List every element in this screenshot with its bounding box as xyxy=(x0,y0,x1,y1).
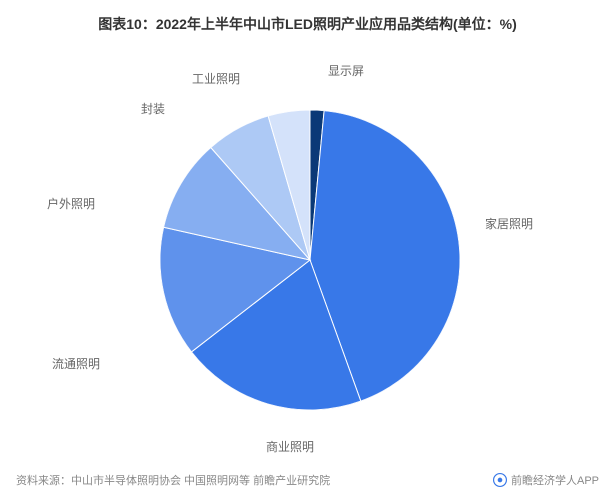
slice-label: 工业照明 xyxy=(0,70,240,87)
pie-chart xyxy=(160,110,460,410)
slice-label: 户外照明 xyxy=(0,195,95,212)
slice-label: 流通照明 xyxy=(0,355,100,372)
chart-container: 图表10：2022年上半年中山市LED照明产业应用品类结构(单位：%) 显示屏家… xyxy=(0,0,615,500)
watermark-text: 前瞻经济学人APP xyxy=(511,472,599,488)
chart-title: 图表10：2022年上半年中山市LED照明产业应用品类结构(单位：%) xyxy=(0,14,615,34)
watermark-icon xyxy=(493,473,507,487)
slice-label: 封装 xyxy=(0,100,165,117)
slice-label: 商业照明 xyxy=(0,438,580,455)
chart-footer: 资料来源：中山市半导体照明协会 中国照明网等 前瞻产业研究院 前瞻经济学人APP xyxy=(16,472,599,488)
slice-label: 家居照明 xyxy=(485,215,533,232)
watermark: 前瞻经济学人APP xyxy=(493,472,599,488)
source-text: 资料来源：中山市半导体照明协会 中国照明网等 前瞻产业研究院 xyxy=(16,472,330,488)
slice-label: 显示屏 xyxy=(328,62,364,79)
